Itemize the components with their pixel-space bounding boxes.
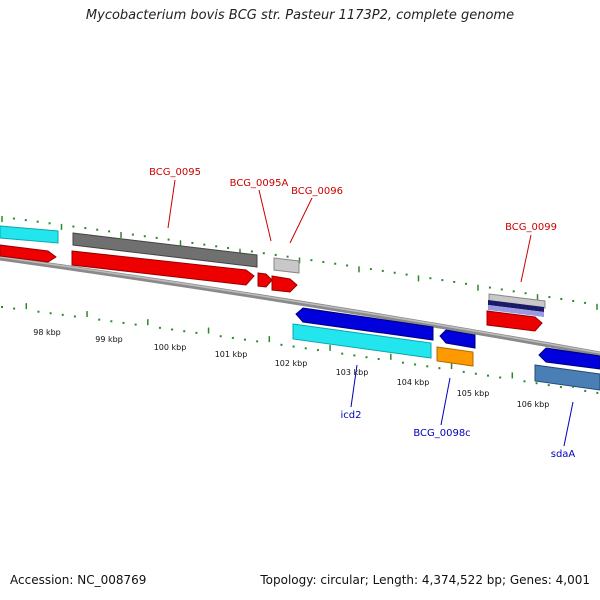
map-title: Mycobacterium bovis BCG str. Pasteur 117… — [85, 8, 515, 23]
callout-line-bcg-0099 — [520, 234, 532, 283]
feature-blue-right[interactable] — [538, 347, 600, 370]
feature-bcg-0099-gray[interactable] — [488, 293, 546, 309]
callout-line-icd2 — [350, 364, 358, 408]
kbp-label: 103 kbp — [336, 368, 369, 377]
accession-text: Accession: NC_008769 — [10, 573, 147, 587]
kbp-label: 102 kbp — [275, 359, 308, 368]
kbp-label: 100 kbp — [154, 343, 187, 352]
feature-icd2[interactable] — [292, 323, 432, 359]
callout-line-bcg-0095a — [258, 189, 272, 242]
kbp-label: 101 kbp — [215, 350, 248, 359]
feature-bcg-0095[interactable] — [72, 232, 258, 268]
label-bcg-0099[interactable]: BCG_0099 — [505, 222, 557, 233]
feature-red-short[interactable] — [271, 275, 298, 293]
feature-bcg-0098c[interactable] — [436, 346, 474, 367]
label-bcg-0098c[interactable]: BCG_0098c — [413, 428, 470, 439]
kbp-label: 98 kbp — [33, 328, 61, 337]
kbp-label: 105 kbp — [457, 389, 490, 398]
label-bcg-0096[interactable]: BCG_0096 — [291, 186, 343, 197]
feature-bcg-0099-navy[interactable] — [488, 300, 544, 312]
kbp-label: 104 kbp — [397, 378, 430, 387]
genome-backbone-highlight — [0, 256, 600, 354]
label-icd2[interactable]: icd2 — [341, 410, 362, 421]
feature-red-long[interactable] — [71, 250, 255, 286]
kbp-label: 99 kbp — [95, 335, 123, 344]
genome-summary-text: Topology: circular; Length: 4,374,522 bp… — [260, 573, 590, 587]
feature-blue-short[interactable] — [439, 329, 476, 349]
label-bcg-0095[interactable]: BCG_0095 — [149, 167, 201, 178]
label-bcg-0095a[interactable]: BCG_0095A — [230, 178, 289, 189]
feature-cyan-left[interactable] — [0, 225, 59, 244]
genome-backbone — [0, 255, 600, 357]
callout-line-bcg-0095 — [167, 179, 176, 229]
label-sdaA[interactable]: sdaA — [551, 449, 576, 460]
feature-bcg-0095a[interactable] — [257, 272, 273, 288]
callout-line-bcg-0098c — [440, 377, 451, 426]
feature-sdaA[interactable] — [534, 364, 600, 391]
feature-red-left[interactable] — [0, 244, 57, 263]
callout-line-bcg-0096 — [289, 197, 313, 244]
kbp-label: 106 kbp — [517, 400, 550, 409]
callout-line-sdaA — [563, 401, 574, 447]
feature-red-right[interactable] — [486, 310, 543, 332]
feature-bcg-0099-lavender[interactable] — [488, 305, 544, 317]
lower-tick-track — [1, 303, 599, 394]
feature-bcg-0096[interactable] — [273, 257, 300, 274]
feature-blue-long[interactable] — [295, 307, 434, 341]
